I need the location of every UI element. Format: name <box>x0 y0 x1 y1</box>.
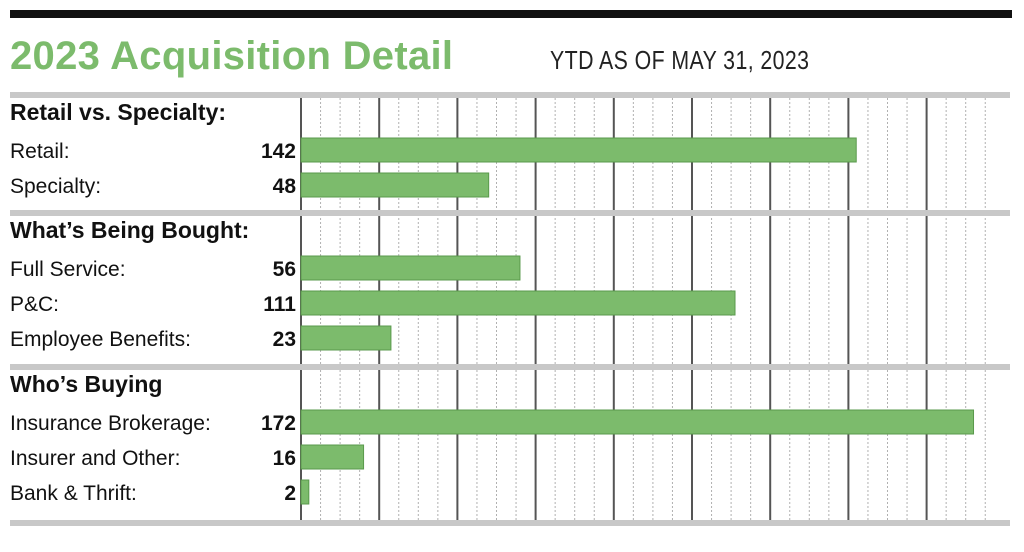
category-label: P&C: <box>10 293 59 316</box>
value-label: 111 <box>263 293 296 316</box>
category-label: Insurance Brokerage: <box>10 412 211 435</box>
bar <box>300 479 310 505</box>
bar <box>300 444 365 470</box>
category-label: Retail: <box>10 140 70 163</box>
value-label: 172 <box>261 412 296 435</box>
section-title: What’s Being Bought: <box>10 217 249 243</box>
section-title: Retail vs. Specialty: <box>10 99 226 125</box>
value-label: 16 <box>273 447 296 470</box>
category-label: Employee Benefits: <box>10 328 191 351</box>
section-divider <box>10 520 1010 526</box>
bar <box>300 409 975 435</box>
bar <box>300 255 521 281</box>
value-label: 142 <box>261 140 296 163</box>
category-label: Bank & Thrift: <box>10 482 137 505</box>
bar <box>300 172 490 198</box>
bar <box>300 137 857 163</box>
value-label: 23 <box>273 328 296 351</box>
category-label: Full Service: <box>10 258 126 281</box>
value-label: 48 <box>273 175 297 198</box>
value-label: 56 <box>273 258 296 281</box>
section-divider <box>10 364 1010 370</box>
section-divider <box>10 92 1010 98</box>
chart-subtitle: YTD AS OF MAY 31, 2023 <box>550 45 810 75</box>
top-rule <box>10 10 1012 18</box>
section-title: Who’s Buying <box>10 371 162 397</box>
bar <box>300 325 392 351</box>
value-label: 2 <box>284 482 296 505</box>
bar <box>300 290 736 316</box>
chart-title: 2023 Acquisition Detail <box>10 34 454 78</box>
category-label: Specialty: <box>10 175 101 198</box>
category-label: Insurer and Other: <box>10 447 180 470</box>
section-divider <box>10 210 1010 216</box>
